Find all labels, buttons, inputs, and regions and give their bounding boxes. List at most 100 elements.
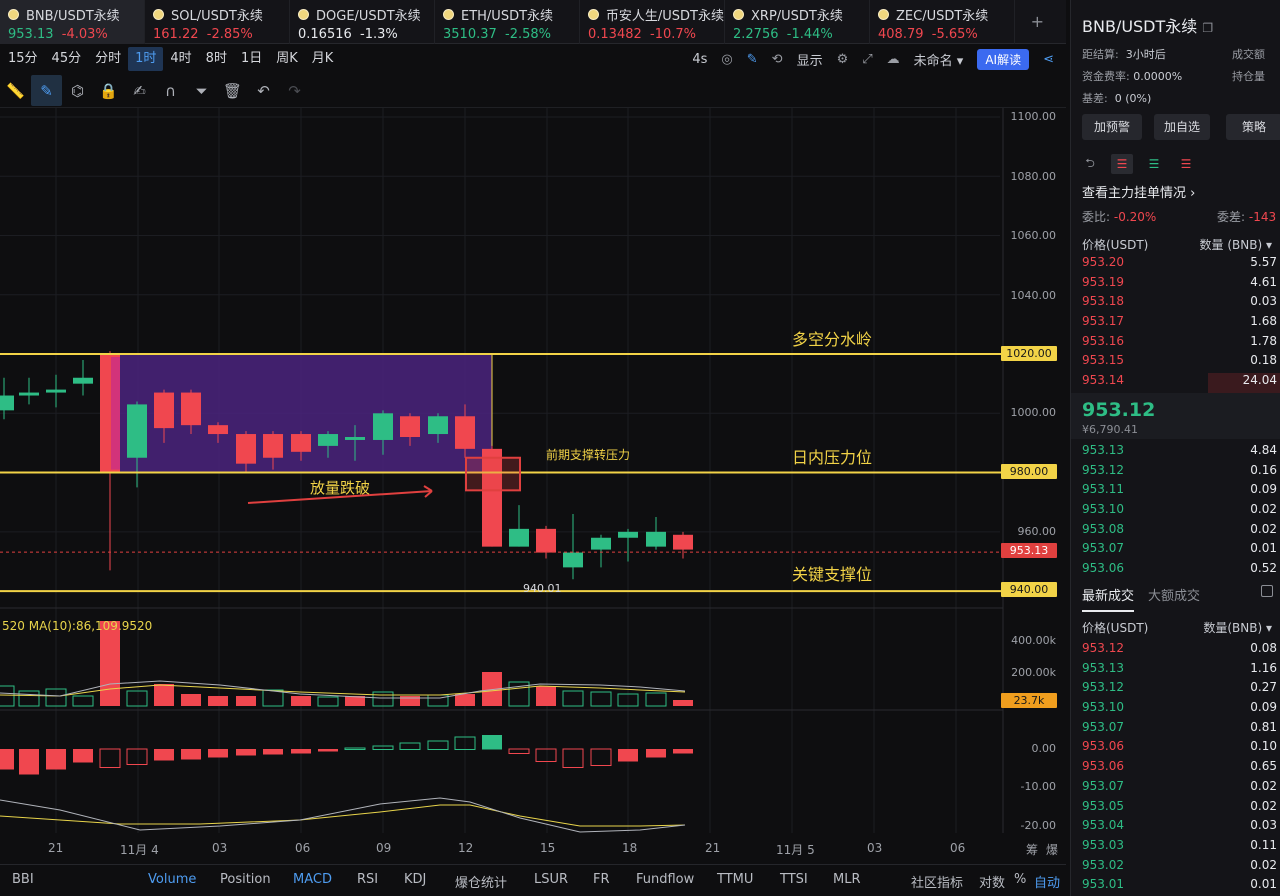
tab-large-trades[interactable]: 大额成交: [1148, 589, 1201, 604]
candle[interactable]: [618, 531, 638, 538]
orderbook-row[interactable]: 953.06 0.10: [1082, 739, 1277, 759]
share-icon[interactable]: ⋖: [1043, 51, 1054, 67]
refresh-interval[interactable]: 4s: [692, 51, 708, 67]
add-favorite-button[interactable]: 加自选: [1154, 114, 1210, 140]
orderbook-row[interactable]: 953.07 0.02: [1082, 779, 1277, 799]
ai-button[interactable]: AI解读: [977, 48, 1030, 70]
trash-icon[interactable]: 🗑: [222, 81, 243, 100]
indicator-tab[interactable]: MACD: [293, 872, 332, 887]
candle[interactable]: [127, 404, 147, 458]
orderbook-bids-icon[interactable]: ☰: [1148, 157, 1160, 171]
indicator-tab[interactable]: LSUR: [534, 872, 569, 887]
orderbook-row[interactable]: 953.13 4.84: [1082, 443, 1277, 463]
timeframe-option[interactable]: 分时: [95, 51, 122, 66]
chart-area[interactable]: 1100.00 1080.00 1060.00 1040.00 1000.00 …: [0, 108, 1066, 864]
candle[interactable]: [263, 434, 283, 458]
edit-note-icon[interactable]: ✍: [133, 81, 146, 100]
indicator-tab[interactable]: %: [1014, 872, 1027, 887]
timeframe-option[interactable]: 8时: [205, 51, 227, 66]
orderbook-row[interactable]: 953.03 0.11: [1082, 838, 1277, 858]
orderbook-row[interactable]: 953.18 0.03: [1082, 294, 1277, 314]
orderbook-both-icon[interactable]: ☰: [1111, 154, 1133, 174]
candle[interactable]: [291, 434, 311, 452]
indicator-tab[interactable]: MLR: [833, 872, 861, 887]
orderbook-row[interactable]: 953.02 0.02: [1082, 858, 1277, 878]
symbol-tab[interactable]: SOL/USDT永续 161.22 -2.85%: [145, 0, 290, 44]
symbol-tab[interactable]: DOGE/USDT永续 0.16516 -1.3%: [290, 0, 435, 44]
indicator-tab[interactable]: FR: [593, 872, 610, 887]
symbol-tab[interactable]: XRP/USDT永续 2.2756 -1.44%: [725, 0, 870, 44]
orderbook-row[interactable]: 953.11 0.09: [1082, 482, 1277, 502]
redo-icon[interactable]: ↷: [288, 81, 301, 100]
candle[interactable]: [428, 416, 448, 435]
candle[interactable]: [318, 434, 338, 446]
pattern-icon[interactable]: ⌬: [70, 81, 85, 100]
candle[interactable]: [73, 377, 93, 384]
indicator-tab[interactable]: BBI: [12, 872, 34, 887]
candle[interactable]: [0, 395, 14, 411]
timeframe-option[interactable]: 4时: [170, 51, 192, 66]
display-button[interactable]: 显示: [796, 53, 823, 69]
orderbook-row[interactable]: 953.10 0.09: [1082, 700, 1277, 720]
indicator-tab[interactable]: 自动: [1034, 876, 1061, 891]
orderbook-row[interactable]: 953.07 0.81: [1082, 720, 1277, 740]
ruler-icon[interactable]: 📏: [6, 81, 25, 100]
indicator-tab[interactable]: TTSI: [780, 872, 808, 887]
magnet-icon[interactable]: ∩: [165, 81, 176, 100]
orderbook-row[interactable]: 953.01 0.01: [1082, 877, 1277, 896]
candle[interactable]: [46, 389, 66, 393]
whale-orders-link[interactable]: 查看主力挂单情况 ›: [1082, 186, 1196, 201]
orderbook-row[interactable]: 953.12 0.08: [1082, 641, 1277, 661]
breakdown-arrow[interactable]: [247, 490, 433, 504]
timeframe-option[interactable]: 45分: [51, 51, 82, 66]
candle[interactable]: [345, 437, 365, 440]
brush-icon[interactable]: ✎: [31, 75, 62, 106]
candle[interactable]: [673, 534, 693, 550]
timeframe-option[interactable]: 1时: [128, 47, 164, 71]
timeframe-option[interactable]: 周K: [276, 51, 298, 66]
orderbook-row[interactable]: 953.12 0.16: [1082, 463, 1277, 483]
indicator-tab[interactable]: TTMU: [717, 872, 754, 887]
indicator-tab[interactable]: RSI: [357, 872, 379, 887]
orderbook-row[interactable]: 953.16 1.78: [1082, 334, 1277, 354]
orderbook-row[interactable]: 953.07 0.01: [1082, 541, 1277, 561]
symbol-tab[interactable]: BNB/USDT永续 953.13 -4.03%: [0, 0, 145, 44]
undo-icon[interactable]: ↶: [257, 81, 270, 100]
filter-icon[interactable]: ⏷: [195, 81, 208, 100]
timeframe-option[interactable]: 15分: [8, 51, 38, 66]
candle[interactable]: [646, 531, 666, 547]
strategy-button[interactable]: 策略: [1226, 114, 1280, 140]
symbol-tab[interactable]: ZEC/USDT永续 408.79 -5.65%: [870, 0, 1015, 44]
indicator-tab[interactable]: KDJ: [404, 872, 427, 887]
candle[interactable]: [154, 392, 174, 429]
orderbook-row[interactable]: 953.20 5.57: [1082, 255, 1277, 275]
replay-icon[interactable]: ⟲: [771, 51, 783, 67]
orderbook-row[interactable]: 953.19 4.61: [1082, 275, 1277, 295]
orderbook-flip-icon[interactable]: ⮌: [1085, 155, 1095, 170]
symbol-tab[interactable]: 币安人生/USDT永续 0.13482 -10.7%: [580, 0, 725, 44]
fullscreen-icon[interactable]: ⤢: [862, 51, 873, 67]
indicator-tab[interactable]: Position: [220, 872, 271, 887]
orderbook-row[interactable]: 953.06 0.65: [1082, 759, 1277, 779]
indicator-tab[interactable]: 对数: [979, 876, 1006, 891]
candle[interactable]: [455, 416, 475, 449]
candle[interactable]: [181, 392, 201, 426]
orderbook-asks-icon[interactable]: ☰: [1180, 157, 1192, 171]
orderbook-row[interactable]: 953.13 1.16: [1082, 661, 1277, 681]
orderbook-row[interactable]: 953.08 0.02: [1082, 522, 1277, 542]
orderbook-row[interactable]: 953.17 1.68: [1082, 314, 1277, 334]
candle[interactable]: [536, 528, 556, 553]
indicator-tab[interactable]: 爆仓统计: [455, 876, 508, 891]
candle[interactable]: [509, 528, 529, 547]
timeframe-option[interactable]: 月K: [311, 51, 334, 66]
copy-icon[interactable]: ❐: [1202, 21, 1214, 35]
cloud-icon[interactable]: ☁: [886, 51, 900, 67]
candle[interactable]: [19, 392, 39, 396]
add-alert-button[interactable]: 加预警: [1082, 114, 1142, 140]
lock-icon[interactable]: 🔒: [99, 81, 118, 100]
orderbook-row[interactable]: 953.04 0.03: [1082, 818, 1277, 838]
orderbook-row[interactable]: 953.12 0.27: [1082, 680, 1277, 700]
candle[interactable]: [400, 416, 420, 438]
indicator-tab[interactable]: Volume: [148, 872, 197, 887]
candle[interactable]: [208, 425, 228, 435]
